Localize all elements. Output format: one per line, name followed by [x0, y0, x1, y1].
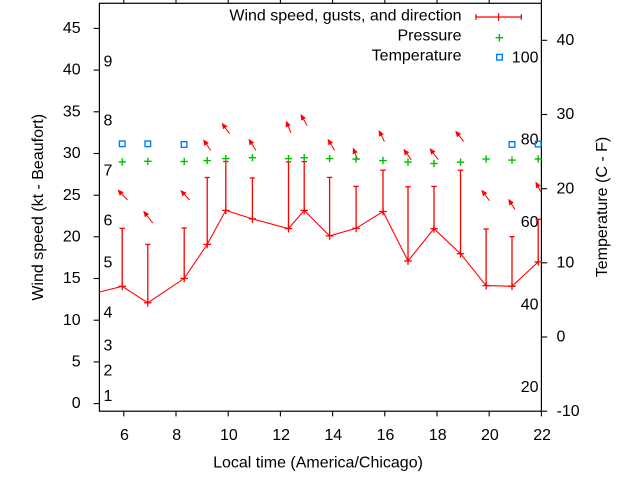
svg-text:20: 20 — [63, 228, 81, 245]
svg-text:10: 10 — [63, 312, 81, 329]
svg-text:0: 0 — [72, 395, 81, 412]
svg-text:Temperature: Temperature — [372, 47, 462, 64]
svg-text:Temperature (C - F): Temperature (C - F) — [594, 137, 611, 277]
svg-text:14: 14 — [324, 427, 342, 444]
svg-text:15: 15 — [63, 270, 81, 287]
svg-text:22: 22 — [533, 427, 551, 444]
svg-text:Local time (America/Chicago): Local time (America/Chicago) — [213, 455, 423, 472]
svg-text:6: 6 — [104, 213, 113, 230]
svg-text:4: 4 — [104, 304, 113, 321]
svg-text:9: 9 — [104, 53, 113, 70]
svg-text:Pressure: Pressure — [397, 28, 461, 45]
svg-text:8: 8 — [172, 427, 181, 444]
svg-text:2: 2 — [104, 363, 113, 380]
svg-text:3: 3 — [104, 338, 113, 355]
svg-text:40: 40 — [557, 32, 575, 49]
svg-text:10: 10 — [220, 427, 238, 444]
svg-text:45: 45 — [63, 20, 81, 37]
svg-text:0: 0 — [557, 329, 566, 346]
svg-text:20: 20 — [481, 427, 499, 444]
svg-text:35: 35 — [63, 103, 81, 120]
svg-text:20: 20 — [521, 379, 539, 396]
svg-text:16: 16 — [377, 427, 395, 444]
svg-text:1: 1 — [104, 388, 113, 405]
svg-text:6: 6 — [120, 427, 129, 444]
svg-text:Wind speed (kt - Beaufort): Wind speed (kt - Beaufort) — [30, 114, 47, 301]
svg-text:Wind speed, gusts, and directi: Wind speed, gusts, and direction — [229, 8, 461, 25]
svg-text:8: 8 — [104, 113, 113, 130]
svg-text:30: 30 — [557, 106, 575, 123]
svg-text:100: 100 — [512, 49, 539, 66]
svg-text:10: 10 — [557, 254, 575, 271]
svg-text:80: 80 — [521, 132, 539, 149]
svg-text:12: 12 — [272, 427, 290, 444]
svg-text:40: 40 — [521, 297, 539, 314]
svg-text:18: 18 — [429, 427, 447, 444]
svg-text:60: 60 — [521, 214, 539, 231]
svg-text:-10: -10 — [557, 403, 580, 420]
svg-text:7: 7 — [104, 163, 113, 180]
svg-text:40: 40 — [63, 62, 81, 79]
svg-text:5: 5 — [72, 354, 81, 371]
svg-text:20: 20 — [557, 180, 575, 197]
svg-text:30: 30 — [63, 145, 81, 162]
svg-text:5: 5 — [104, 254, 113, 271]
svg-text:25: 25 — [63, 187, 81, 204]
